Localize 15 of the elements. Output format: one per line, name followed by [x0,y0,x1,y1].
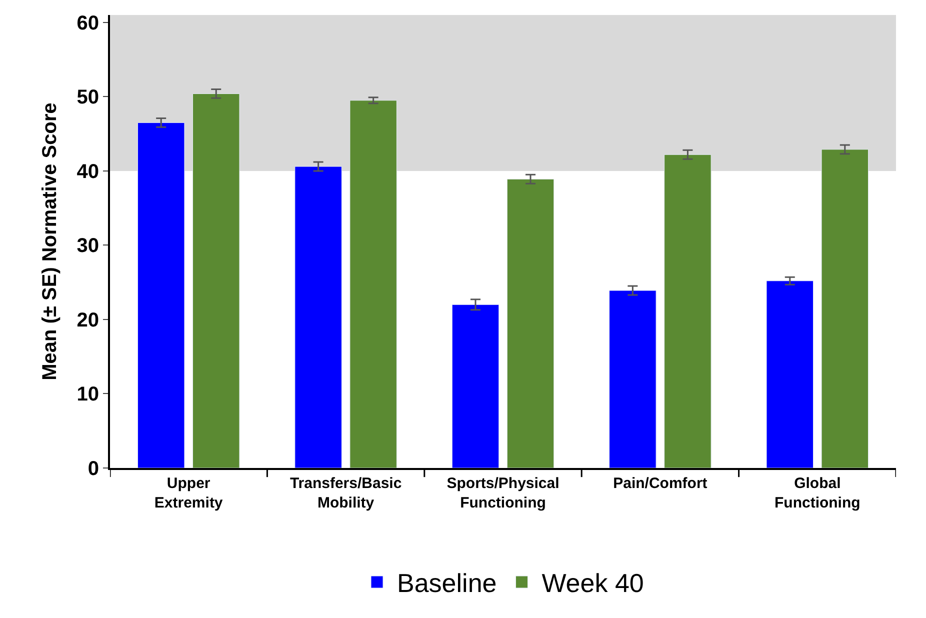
x-tick-label: Upper Extremity [154,475,224,512]
x-tick-label: Sports/Physical Functioning [446,475,560,512]
y-tick-label: 10 [76,384,99,406]
y-tick-label: 40 [76,160,99,183]
y-tick-label: 30 [76,235,99,258]
x-tick-label: Transfers/Basic Mobility [290,475,402,512]
x-tick-label: Global Functioning [774,475,860,512]
y-axis-title: Mean (± SE) Normative Score [38,102,61,380]
y-tick-label: 50 [76,86,99,109]
legend-label: Baseline [397,568,497,598]
y-tick-label: 0 [88,458,99,480]
x-tick-label: Pain/Comfort [613,475,708,492]
y-tick-label: 60 [76,12,99,34]
legend-label: Week 40 [542,568,644,598]
y-tick-label: 20 [76,309,99,332]
